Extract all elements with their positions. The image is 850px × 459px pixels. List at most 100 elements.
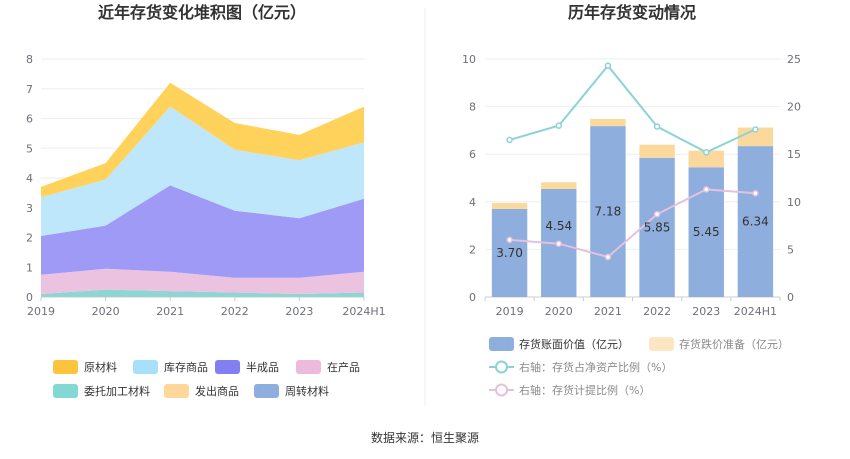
legend-label: 发出商品 <box>195 384 239 398</box>
area-series-1 <box>41 268 364 294</box>
bar-impairment <box>491 202 528 209</box>
y-tick-label: 4 <box>469 196 476 209</box>
x-tick-label: 2019 <box>496 305 524 318</box>
y-tick-label: 6 <box>469 148 476 161</box>
line-point <box>604 62 612 69</box>
x-tick-label: 2022 <box>221 305 249 318</box>
line-point <box>653 210 661 218</box>
left-y-ticks: 0 1 2 3 4 5 6 7 8 <box>26 53 33 304</box>
legend-swatch <box>215 360 240 374</box>
y-tick-label: 8 <box>469 101 476 114</box>
legend-swatch <box>489 337 514 351</box>
bar-impairment <box>688 150 724 168</box>
legend-swatch <box>164 384 189 398</box>
line-point <box>752 126 759 133</box>
y-tick-label: 0 <box>469 291 476 304</box>
x-tick-label: 2020 <box>545 305 573 318</box>
bar-book-value <box>737 146 774 297</box>
y2-tick-label: 25 <box>787 53 801 66</box>
left-x-ticks: 2019 2020 2021 2022 2023 2024H1 <box>27 297 386 318</box>
y2-tick-label: 20 <box>787 101 801 114</box>
line-point <box>555 240 562 247</box>
area-series-4 <box>41 82 364 198</box>
y-tick-label: 4 <box>26 172 33 185</box>
left-areas <box>41 82 364 297</box>
legend-swatch <box>133 360 158 374</box>
x-tick-label: 2024H1 <box>342 305 385 318</box>
legend-label: 存货跌价准备（亿元） <box>679 337 789 351</box>
bar-value-label: 4.54 <box>545 219 572 233</box>
left-chart-title: 近年存货变化堆积图（亿元） <box>98 3 306 22</box>
line-point <box>703 149 710 156</box>
area-series-3 <box>41 106 364 236</box>
right-y2-ticks: 0 5 10 15 20 25 <box>787 53 801 304</box>
y2-tick-label: 5 <box>787 243 794 256</box>
y2-tick-label: 15 <box>787 148 801 161</box>
bar-value-label: 7.18 <box>595 205 622 219</box>
right-legend: 存货账面价值（亿元） 存货跌价准备（亿元） 右轴：存货占净资产比例（%） 右轴：存货计… <box>489 337 789 397</box>
bar-impairment <box>639 144 675 158</box>
line-point <box>703 186 710 193</box>
legend-label: 委托加工材料 <box>84 384 150 398</box>
y-tick-label: 10 <box>462 53 476 66</box>
line-point <box>752 189 759 197</box>
bar-value-label: 3.70 <box>496 246 523 260</box>
bar-value-label: 5.45 <box>693 225 720 239</box>
legend-label: 原材料 <box>84 360 117 374</box>
legend-marker <box>495 383 508 397</box>
legend-label: 存货账面价值（亿元） <box>519 337 629 351</box>
y2-tick-label: 0 <box>787 291 794 304</box>
line-series-2 <box>509 64 756 154</box>
y-tick-label: 1 <box>26 261 33 274</box>
data-source: 数据来源：恒生聚源 <box>371 430 479 445</box>
stacked-area-chart: 近年存货变化堆积图（亿元） 0 1 2 3 4 5 6 7 8 2019 2020 2021 2022… <box>26 3 386 398</box>
bar-book-value <box>639 157 675 297</box>
x-tick-label: 2023 <box>692 305 720 318</box>
x-tick-label: 2020 <box>92 305 120 318</box>
legend-label: 周转材料 <box>285 384 329 398</box>
x-tick-label: 2023 <box>285 305 313 318</box>
y-tick-label: 7 <box>26 83 33 96</box>
legend-label: 右轴：存货计提比例（%） <box>519 383 650 397</box>
bar-book-value <box>590 126 626 297</box>
legend-swatch <box>649 337 674 351</box>
x-tick-label: 2019 <box>27 305 55 318</box>
bar-impairment <box>737 127 774 147</box>
right-chart-title: 历年存货变动情况 <box>568 3 696 22</box>
area-series-0 <box>41 289 364 297</box>
y-tick-label: 2 <box>26 232 33 245</box>
bar-value-label: 5.85 <box>644 220 671 234</box>
line-point <box>604 253 612 261</box>
line-point <box>506 136 513 144</box>
y-tick-label: 2 <box>469 243 476 256</box>
legend-marker <box>495 360 508 374</box>
x-tick-label: 2024H1 <box>734 305 777 318</box>
line-point <box>506 236 513 244</box>
legend-swatch <box>53 360 78 374</box>
bar-impairment <box>590 118 626 127</box>
right-bar-labels: 3.70 4.54 7.18 5.85 5.45 6.34 <box>496 205 769 260</box>
bar-value-label: 6.34 <box>742 215 769 229</box>
x-tick-label: 2021 <box>156 305 184 318</box>
area-series-2 <box>41 185 364 278</box>
inventory-bar-line-chart: 历年存货变动情况 3.70 4.54 7.18 5.85 5.45 6.34 0 2 4 6 8 1… <box>462 3 801 397</box>
x-tick-label: 2021 <box>594 305 622 318</box>
y-tick-label: 0 <box>26 291 33 304</box>
line-series-3 <box>509 188 756 259</box>
y-tick-label: 5 <box>26 142 33 155</box>
legend-swatch <box>53 384 78 398</box>
line-point <box>653 123 661 130</box>
y-tick-label: 3 <box>26 202 33 215</box>
bar-book-value <box>491 208 528 297</box>
y2-tick-label: 10 <box>787 196 801 209</box>
right-bars <box>491 118 774 297</box>
x-tick-label: 2022 <box>643 305 671 318</box>
y-tick-label: 6 <box>26 113 33 126</box>
legend-label: 右轴：存货占净资产比例（%） <box>519 360 672 374</box>
legend-label: 库存商品 <box>164 360 208 374</box>
legend-swatch <box>296 360 321 374</box>
right-lines <box>506 62 759 261</box>
legend-label: 半成品 <box>246 360 279 374</box>
